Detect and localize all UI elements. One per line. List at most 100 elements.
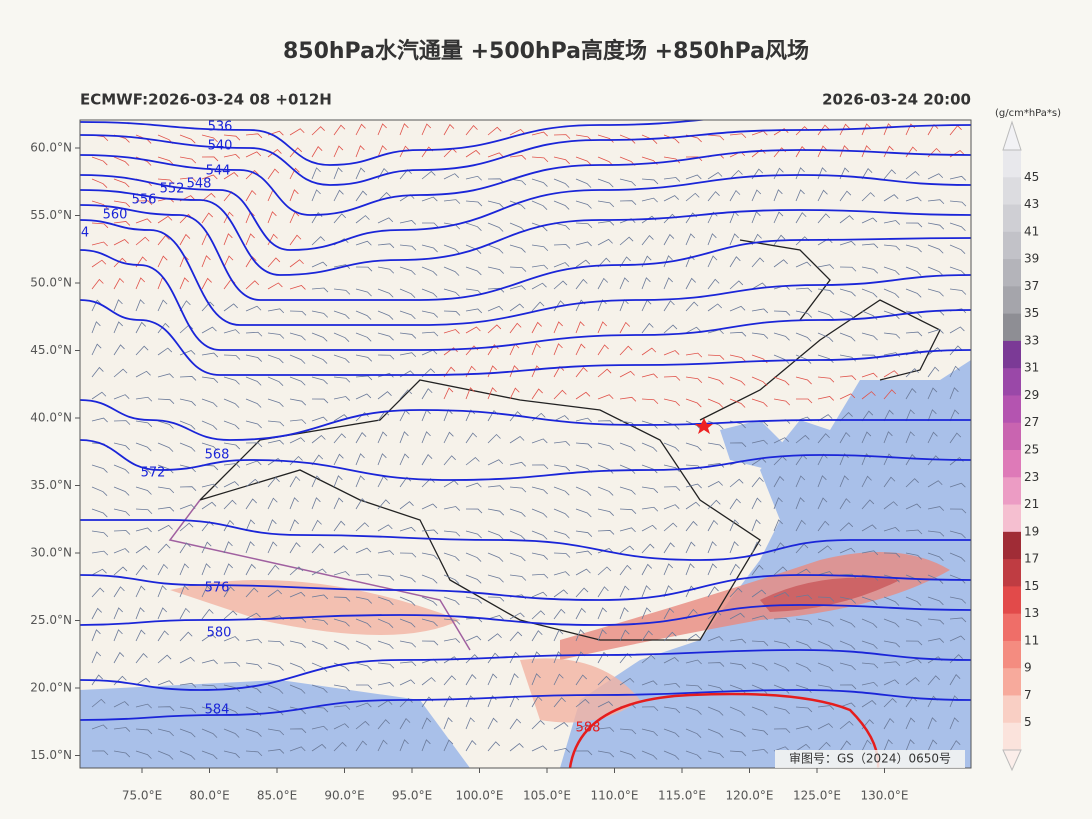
wind-barb bbox=[267, 640, 285, 646]
wind-barb bbox=[179, 631, 193, 642]
wind-barb bbox=[311, 167, 321, 180]
wind-barb bbox=[267, 477, 280, 488]
wind-barb bbox=[267, 354, 284, 364]
wind-barb bbox=[575, 156, 592, 166]
wind-barb bbox=[223, 662, 241, 667]
wind-barb bbox=[905, 409, 915, 422]
wind-barb bbox=[663, 255, 673, 268]
wind-barb bbox=[443, 638, 461, 643]
wind-barb bbox=[245, 169, 259, 180]
wind-barb bbox=[531, 178, 548, 187]
wind-barb bbox=[179, 233, 191, 246]
wind-barb bbox=[707, 636, 724, 642]
wind-barb bbox=[421, 596, 438, 606]
lon-label: 115.0°E bbox=[658, 789, 706, 803]
wind-barb bbox=[91, 629, 101, 642]
wind-barb bbox=[245, 331, 263, 337]
wind-barb bbox=[861, 332, 878, 341]
wind-barb bbox=[91, 698, 106, 708]
wind-barb bbox=[575, 391, 591, 400]
colorbar-swatch bbox=[1003, 204, 1021, 233]
wind-barb bbox=[289, 234, 302, 246]
wind-barb bbox=[421, 388, 433, 400]
wind-barb bbox=[157, 506, 175, 512]
wind-barb bbox=[685, 608, 698, 620]
wind-barb bbox=[575, 442, 593, 449]
wind-barb bbox=[641, 373, 658, 379]
wind-barb bbox=[465, 508, 483, 514]
wind-barb bbox=[641, 178, 659, 185]
wind-barb bbox=[135, 564, 148, 576]
wind-barb bbox=[729, 398, 746, 408]
wind-barb bbox=[839, 662, 856, 671]
colorbar-swatch bbox=[1003, 368, 1021, 396]
wind-barb bbox=[135, 321, 147, 334]
wind-barb bbox=[355, 332, 372, 342]
wind-barb bbox=[465, 674, 477, 686]
wind-barb bbox=[465, 326, 481, 334]
colorbar-swatch bbox=[1003, 177, 1021, 206]
wind-barb bbox=[245, 498, 257, 510]
wind-barb bbox=[949, 530, 966, 539]
wind-barb bbox=[311, 543, 325, 554]
wind-barb bbox=[201, 174, 218, 180]
wind-barb bbox=[333, 124, 346, 136]
wind-barb bbox=[201, 563, 211, 576]
wind-barb bbox=[729, 256, 741, 268]
wind-barb bbox=[729, 169, 743, 180]
wind-barb bbox=[531, 508, 548, 518]
wind-barb bbox=[663, 728, 680, 738]
wind-barb bbox=[751, 541, 762, 554]
wind-barb bbox=[663, 522, 678, 532]
wind-barb bbox=[157, 750, 174, 760]
lon-label: 120.0°E bbox=[726, 789, 774, 803]
wind-barb bbox=[113, 442, 130, 451]
wind-barb bbox=[487, 552, 504, 562]
wind-barb bbox=[663, 376, 681, 381]
wind-barb bbox=[685, 541, 696, 554]
wind-barb bbox=[663, 134, 680, 144]
wind-barb bbox=[817, 545, 832, 554]
wind-barb bbox=[399, 574, 416, 583]
wind-barb bbox=[531, 486, 548, 495]
wind-barb bbox=[795, 287, 813, 293]
wind-barb bbox=[509, 365, 519, 378]
wind-barb bbox=[201, 420, 218, 430]
wind-barb bbox=[113, 156, 130, 166]
credit-bg bbox=[775, 750, 965, 768]
wind-barb bbox=[641, 442, 658, 452]
wind-barb bbox=[333, 288, 351, 295]
wind-barb bbox=[883, 596, 900, 606]
wind-barb bbox=[399, 552, 417, 558]
wind-barb bbox=[817, 723, 834, 730]
wind-barb bbox=[861, 145, 871, 158]
wind-barb bbox=[267, 420, 285, 427]
wind-barb bbox=[883, 640, 901, 648]
height-contour bbox=[80, 120, 710, 166]
wind-barb bbox=[399, 310, 416, 320]
wind-barb bbox=[267, 168, 280, 180]
wind-barb bbox=[245, 587, 259, 598]
wind-barb bbox=[311, 743, 327, 752]
height-contour bbox=[80, 204, 971, 301]
wind-barb bbox=[289, 354, 306, 364]
wind-barb bbox=[91, 587, 105, 598]
wind-barb bbox=[751, 662, 768, 671]
wind-barb bbox=[399, 476, 412, 488]
wind-barb bbox=[289, 284, 306, 290]
wind-barb bbox=[861, 640, 878, 650]
lon-label: 100.0°E bbox=[456, 789, 504, 803]
wind-barb bbox=[531, 651, 541, 664]
wind-barb bbox=[949, 635, 966, 642]
wind-barb bbox=[817, 596, 835, 602]
wind-barb bbox=[113, 277, 125, 290]
wind-barb bbox=[355, 547, 372, 554]
wind-barb bbox=[91, 607, 102, 620]
wind-barb bbox=[751, 497, 762, 510]
wind-barb bbox=[179, 300, 191, 312]
wind-barb bbox=[289, 259, 304, 268]
wind-barb bbox=[377, 123, 387, 136]
wind-barb bbox=[861, 662, 879, 669]
wind-barb bbox=[773, 332, 790, 341]
wind-barb bbox=[135, 299, 145, 312]
